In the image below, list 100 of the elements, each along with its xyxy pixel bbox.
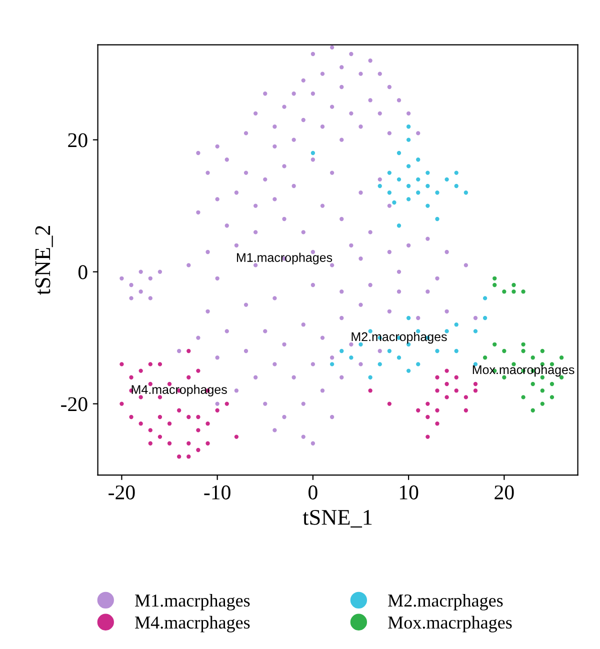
point bbox=[196, 448, 200, 452]
point bbox=[521, 342, 526, 346]
y-tick-label: -20 bbox=[61, 397, 88, 412]
point bbox=[392, 200, 396, 205]
point bbox=[502, 348, 506, 354]
point bbox=[406, 368, 411, 373]
point bbox=[550, 395, 554, 400]
point bbox=[158, 362, 162, 366]
point bbox=[426, 434, 430, 439]
point bbox=[330, 362, 334, 366]
point bbox=[196, 368, 200, 373]
point bbox=[464, 408, 468, 412]
point bbox=[349, 356, 354, 360]
point bbox=[368, 388, 372, 393]
point bbox=[406, 197, 411, 202]
x-tick-label: 0 bbox=[308, 485, 318, 500]
point bbox=[550, 382, 554, 386]
point bbox=[473, 388, 478, 393]
point bbox=[206, 422, 210, 426]
point bbox=[196, 428, 200, 432]
x-tick-label: -10 bbox=[204, 485, 230, 500]
point bbox=[368, 375, 372, 380]
point bbox=[167, 441, 172, 446]
x-tick-label: 10 bbox=[400, 485, 418, 500]
point bbox=[186, 348, 191, 354]
point bbox=[464, 395, 468, 400]
point bbox=[473, 329, 478, 334]
point bbox=[387, 348, 392, 354]
point bbox=[435, 375, 440, 380]
point bbox=[435, 408, 440, 412]
point bbox=[444, 382, 449, 386]
point bbox=[176, 454, 182, 459]
point bbox=[416, 158, 420, 162]
y-tick-label: 20 bbox=[68, 133, 88, 148]
point bbox=[454, 170, 458, 175]
point bbox=[196, 414, 200, 420]
x-tick-label: -20 bbox=[108, 485, 135, 500]
point bbox=[129, 375, 134, 380]
point bbox=[406, 138, 411, 142]
point bbox=[186, 441, 191, 446]
point bbox=[215, 408, 220, 412]
point bbox=[435, 388, 440, 393]
point bbox=[512, 282, 516, 288]
annotation: M2.macrophages bbox=[352, 332, 447, 344]
point bbox=[426, 414, 430, 420]
point bbox=[176, 408, 182, 412]
point bbox=[464, 190, 468, 195]
y-axis-title: tSNE_2 bbox=[35, 226, 53, 295]
point bbox=[406, 124, 411, 129]
point bbox=[186, 414, 191, 420]
point bbox=[521, 395, 526, 400]
legend-label: Mox.macrphages bbox=[388, 616, 512, 632]
point bbox=[416, 177, 420, 182]
point bbox=[454, 348, 458, 354]
point bbox=[540, 388, 545, 393]
point bbox=[540, 402, 545, 406]
point bbox=[340, 348, 344, 354]
point bbox=[310, 150, 316, 156]
point bbox=[396, 224, 402, 228]
point bbox=[482, 316, 488, 320]
point bbox=[387, 402, 392, 406]
point bbox=[530, 382, 535, 386]
point bbox=[387, 190, 392, 195]
point bbox=[473, 382, 478, 386]
point bbox=[426, 204, 430, 208]
point bbox=[454, 322, 458, 327]
annotation: M4.macrophages bbox=[132, 384, 227, 396]
point bbox=[396, 150, 402, 156]
point bbox=[224, 402, 229, 406]
point bbox=[426, 402, 430, 406]
point bbox=[435, 190, 440, 195]
point bbox=[406, 164, 411, 168]
legend-label: M4.macrphages bbox=[135, 616, 250, 632]
point bbox=[378, 184, 382, 188]
point bbox=[158, 414, 162, 420]
point bbox=[559, 356, 564, 360]
point bbox=[454, 388, 458, 393]
point bbox=[129, 414, 134, 420]
point bbox=[148, 428, 152, 432]
point bbox=[158, 434, 162, 439]
point bbox=[454, 184, 458, 188]
point bbox=[444, 177, 449, 182]
point bbox=[186, 454, 191, 459]
point bbox=[492, 282, 497, 288]
point bbox=[406, 316, 411, 320]
point bbox=[482, 296, 488, 300]
point bbox=[454, 375, 458, 380]
point bbox=[206, 441, 210, 446]
point bbox=[530, 356, 535, 360]
point bbox=[482, 356, 488, 360]
annotation: M1.macrophages bbox=[236, 252, 332, 264]
point bbox=[540, 348, 545, 354]
point bbox=[444, 368, 449, 373]
point bbox=[396, 177, 402, 182]
point bbox=[521, 348, 526, 354]
point bbox=[521, 290, 526, 294]
point bbox=[120, 362, 124, 366]
point bbox=[444, 395, 449, 400]
point bbox=[492, 276, 497, 280]
x-axis-title: tSNE_1 bbox=[302, 510, 372, 528]
